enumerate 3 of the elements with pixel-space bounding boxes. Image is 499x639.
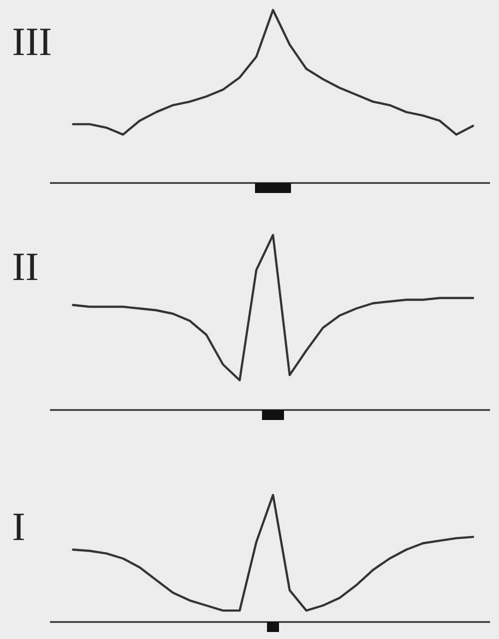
chart-title: III [12,19,52,64]
chart-title: II [12,244,39,289]
chart-title: I [12,504,26,549]
